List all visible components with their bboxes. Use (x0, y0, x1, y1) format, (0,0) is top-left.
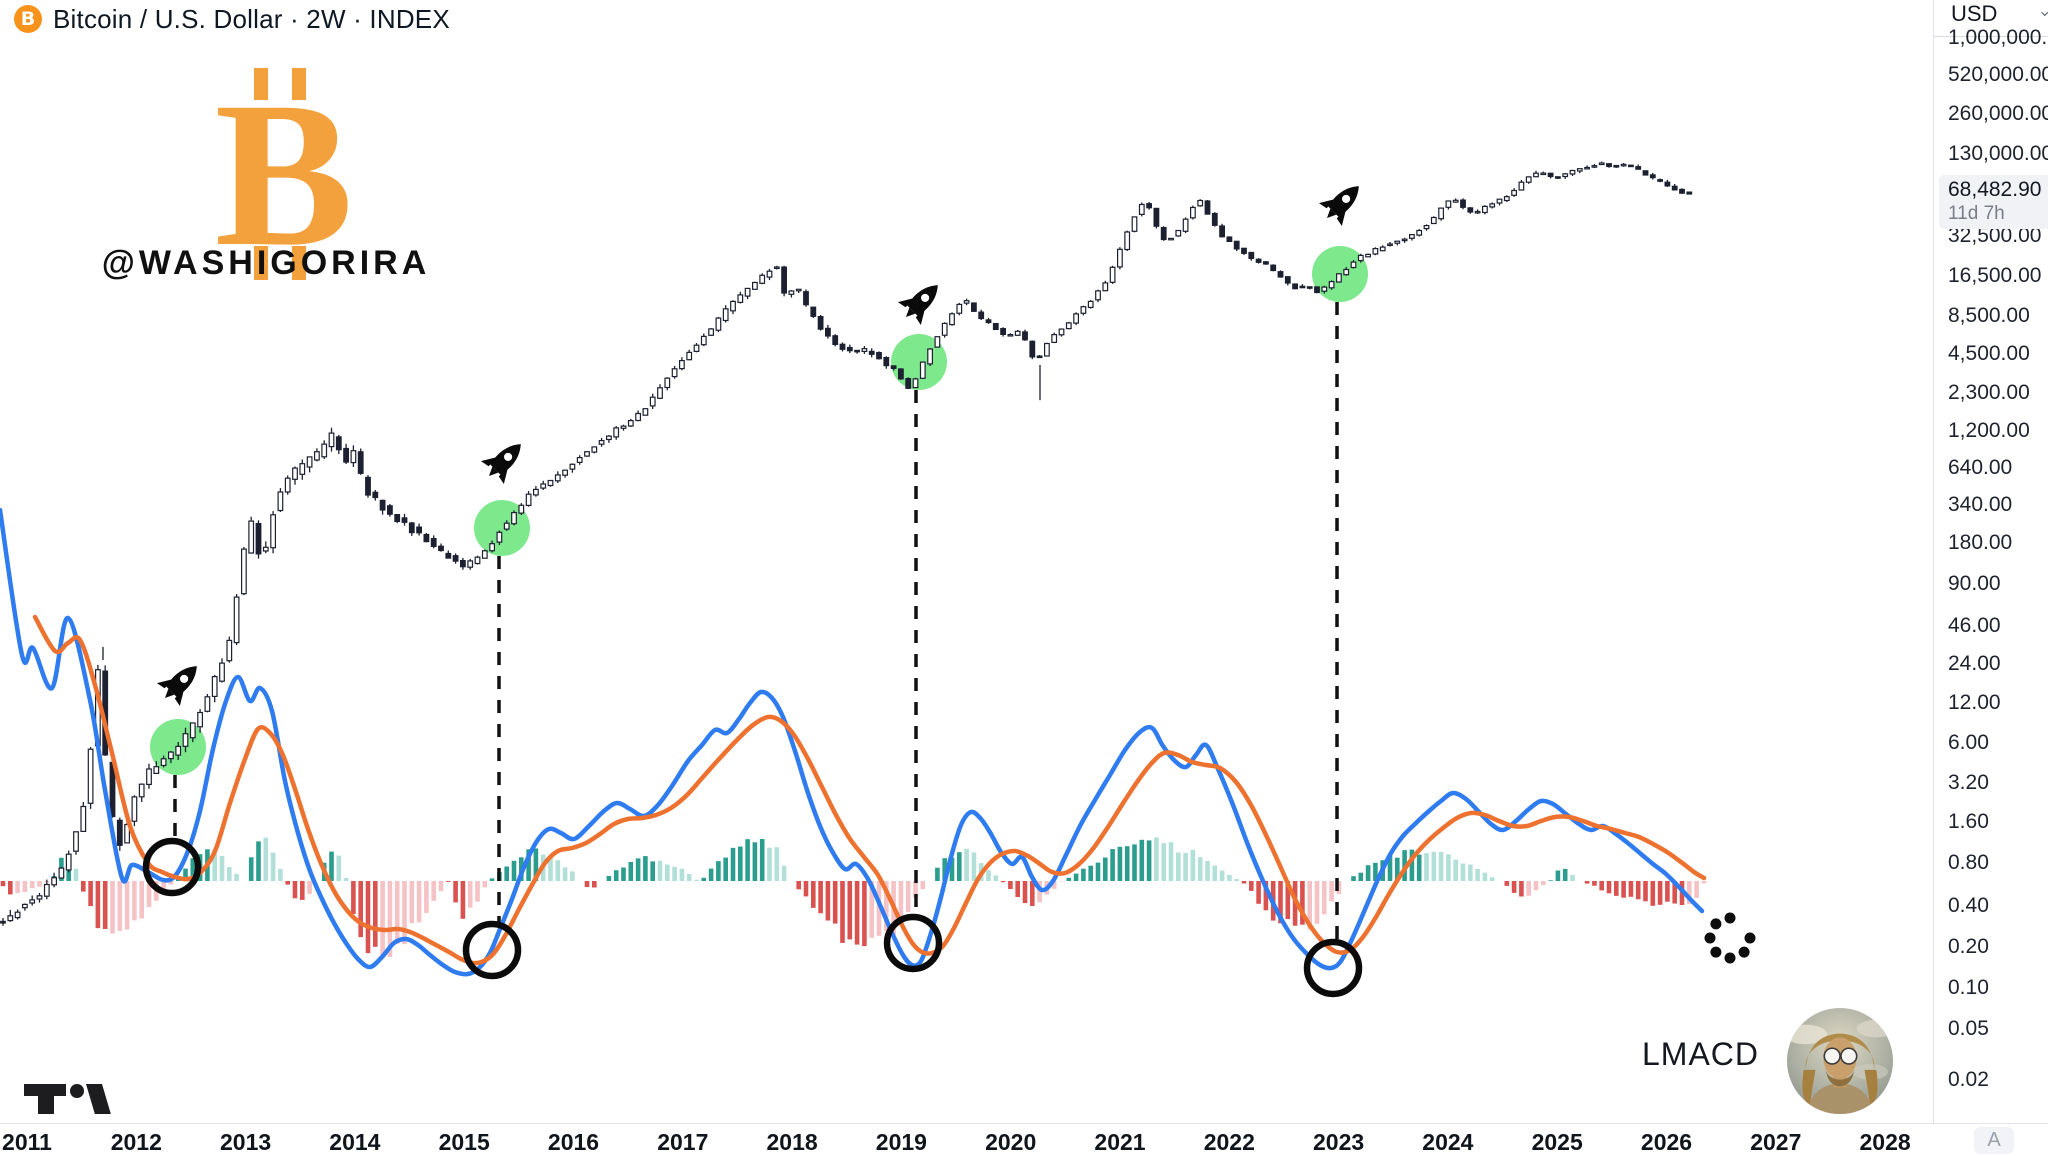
time-axis-label: 2020 (985, 1129, 1037, 1155)
price-axis-label: 8,500.00 (1948, 304, 2030, 327)
price-axis-label: 16,500.00 (1948, 264, 2042, 287)
price-axis-label: 520,000.00 (1948, 63, 2048, 86)
cross-circles (142, 837, 1363, 998)
last-price-label: 68,482.90 11d 7h (1939, 175, 2048, 229)
price-axis-label: 0.02 (1948, 1068, 1989, 1091)
time-axis-label: 2014 (329, 1129, 381, 1155)
avatar-beard (1825, 1067, 1855, 1087)
indicator-label: LMACD (1642, 1036, 1760, 1072)
time-axis-label: 2011 (2, 1129, 52, 1155)
last-price-value: 68,482.90 (1948, 178, 2042, 201)
avatar (1786, 1007, 1894, 1115)
time-axis-label: 2022 (1203, 1129, 1255, 1155)
avatar-shoulders (1805, 1083, 1875, 1115)
symbol-title[interactable]: Bitcoin / U.S. Dollar · 2W · INDEX (53, 3, 450, 34)
btc-prong-bottom-right (292, 246, 306, 280)
btc-watermark-letter: B (215, 66, 354, 284)
price-axis-label: 4,500.00 (1948, 342, 2030, 365)
time-axis-label: 2016 (547, 1129, 600, 1155)
price-axis-label: 340.00 (1948, 493, 2013, 516)
price-axis-label: 2,300.00 (1948, 381, 2030, 404)
currency-selected: USD (1951, 0, 1998, 26)
currency-selector[interactable]: USD (1934, 0, 2048, 27)
price-axis-label: 46.00 (1948, 614, 2001, 637)
time-axis-label: 2028 (1859, 1129, 1911, 1155)
time-axis-label: 2018 (766, 1129, 818, 1155)
candle-countdown: 11d 7h (1948, 203, 2005, 224)
rocket-icons (156, 186, 1359, 707)
price-axis-label: 130,000.00 (1948, 142, 2048, 165)
price-axis[interactable]: USD 1,000,000.00 520,000.00 260,000.00 130,… (1933, 0, 2048, 1123)
price-axis-label: 3.20 (1948, 771, 1989, 794)
price-axis-label: 1.60 (1948, 810, 1989, 833)
price-axis-label: 24.00 (1948, 652, 2001, 675)
time-axis-label: 2019 (875, 1129, 927, 1155)
btc-prong-bottom-left (254, 246, 268, 280)
price-axis-label: 0.20 (1948, 935, 1989, 958)
loading-spinner (1704, 912, 1756, 964)
btc-prong-top-left (254, 68, 268, 100)
tradingview-logo[interactable] (24, 1084, 142, 1116)
price-axis-label: 1,200.00 (1948, 419, 2030, 442)
bitcoin-watermark: B (215, 66, 354, 284)
time-axis-label: 2015 (438, 1129, 490, 1155)
price-axis-label: 32,500.00 (1948, 224, 2042, 247)
author-handle: @WASHIGORIRA (101, 244, 431, 282)
price-axis-label: 0.10 (1948, 976, 1989, 999)
avatar-glasses-right (1840, 1047, 1858, 1065)
price-axis-label: 640.00 (1948, 456, 2013, 479)
axis-separator (1934, 36, 2048, 37)
macd-lines (0, 507, 1707, 977)
time-axis-label: 2012 (110, 1129, 162, 1155)
time-axis-label: 2021 (1094, 1129, 1146, 1155)
avatar-hair (1805, 1033, 1875, 1070)
chevron-down-icon (2041, 11, 2048, 16)
price-axis-label: 90.00 (1948, 572, 2001, 595)
time-axis-label: 2027 (1750, 1129, 1802, 1155)
price-axis-label: 0.05 (1948, 1017, 1989, 1040)
time-axis-label: 2017 (657, 1129, 709, 1155)
time-axis-label: 2023 (1313, 1129, 1365, 1155)
time-axis-label: 2024 (1422, 1129, 1474, 1155)
price-axis-label: 0.80 (1948, 851, 1989, 874)
price-axis-label: 1,000,000.00 (1948, 26, 2048, 49)
avatar-glasses-left (1823, 1047, 1841, 1065)
price-axis-label: 12.00 (1948, 691, 2001, 714)
macd-histogram (0, 837, 1707, 959)
event-dashed-lines (173, 302, 1339, 940)
price-axis-label: 6.00 (1948, 731, 1989, 754)
symbol-header: B Bitcoin / U.S. Dollar · 2W · INDEX (14, 0, 450, 38)
bitcoin-icon: B (14, 5, 42, 33)
time-axis-label: 2026 (1640, 1129, 1693, 1155)
bitcoin-glyph: B (20, 8, 36, 30)
price-axis-label: 0.40 (1948, 894, 1989, 917)
auto-scale-button[interactable]: A (1974, 1127, 2014, 1154)
time-axis-label: 2013 (220, 1129, 272, 1155)
btc-prong-top-right (292, 68, 306, 100)
price-axis-label: 260,000.00 (1948, 102, 2048, 125)
price-axis-label: 180.00 (1948, 531, 2013, 554)
price-chart-canvas[interactable] (0, 0, 1933, 1123)
time-axis-label: 2025 (1531, 1129, 1583, 1155)
time-axis[interactable]: 2011 2012 2013 2014 2015 2016 2017 2018 2019 2020… (0, 1123, 2048, 1156)
